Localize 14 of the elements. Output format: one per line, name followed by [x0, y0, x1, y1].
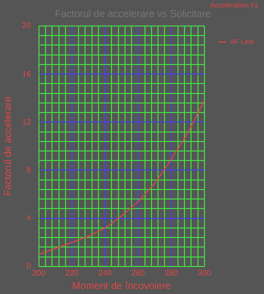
x-tick-label: 300	[198, 268, 212, 278]
y-tick-label: 16	[22, 69, 32, 78]
x-axis-title: Moment de încovoiere	[72, 280, 172, 292]
y-tick-label: 12	[22, 117, 32, 126]
y-axis-title: Factorul de accelerare	[2, 96, 14, 196]
x-tick-label: 260	[132, 268, 146, 278]
y-tick-label: 4	[26, 214, 32, 223]
x-tick-label: 200	[32, 268, 46, 278]
y-tick-label: 20	[22, 21, 32, 30]
x-tick-label: 240	[98, 268, 112, 278]
y-tick-label: 0	[26, 262, 32, 271]
x-tick-label: 280	[164, 268, 178, 278]
x-tick-label: 220	[65, 268, 80, 278]
y-tick-label: 8	[26, 165, 32, 174]
